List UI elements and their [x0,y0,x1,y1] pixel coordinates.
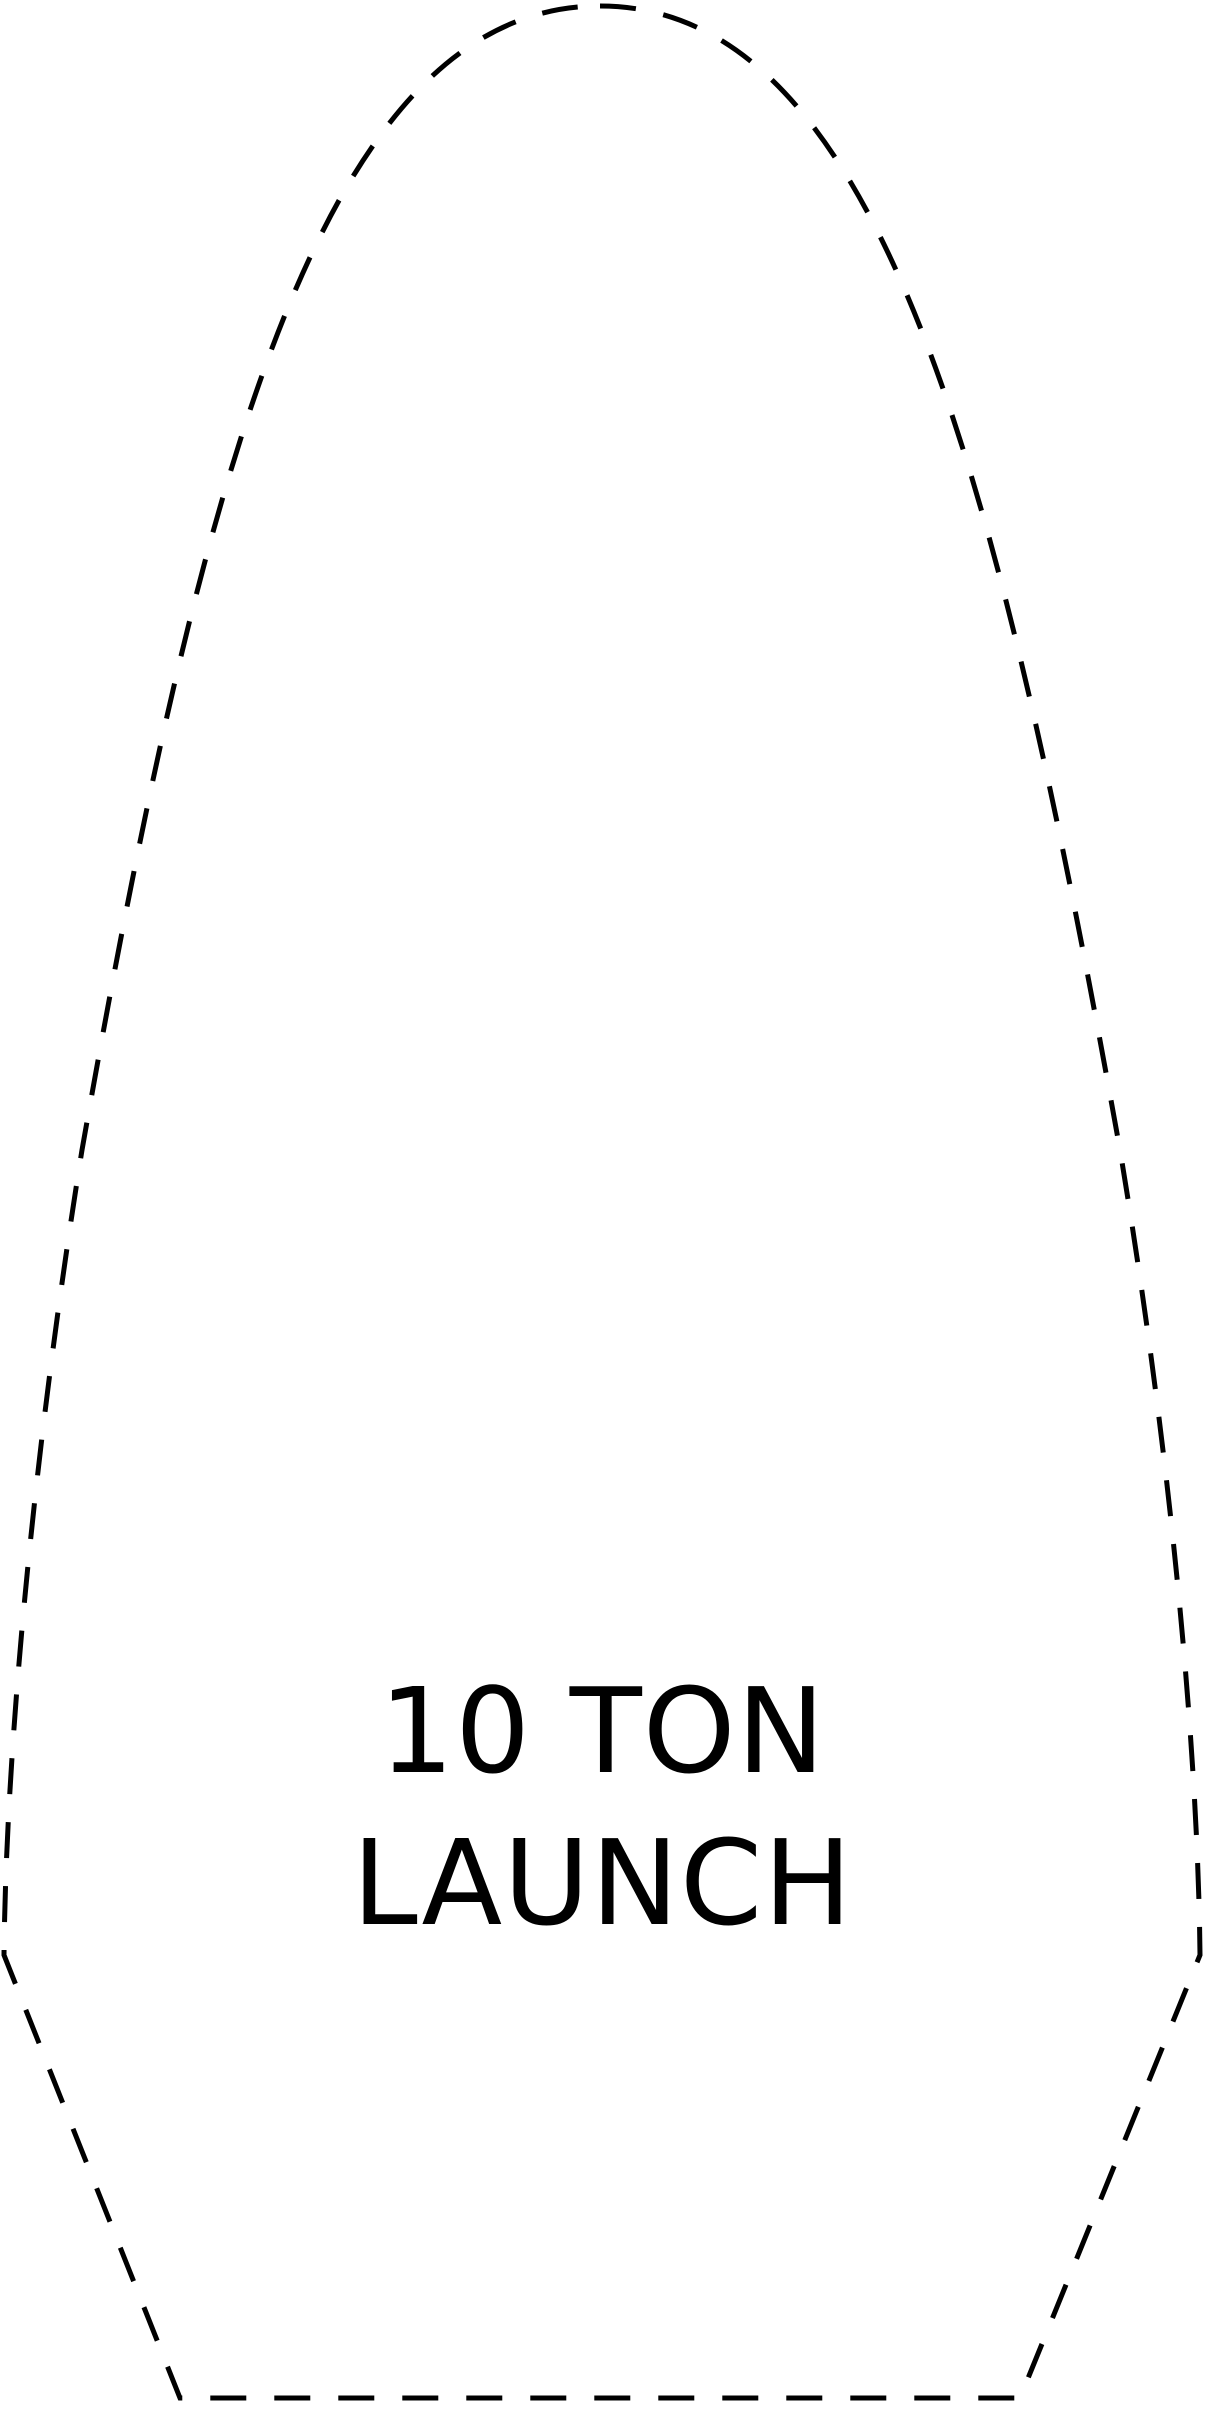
label-line-1: 10 TON [379,1662,826,1800]
dashed-cut-line [1,3,1203,2401]
template-label: 10 TON LAUNCH [0,1655,1205,1959]
label-line-2: LAUNCH [352,1814,853,1952]
